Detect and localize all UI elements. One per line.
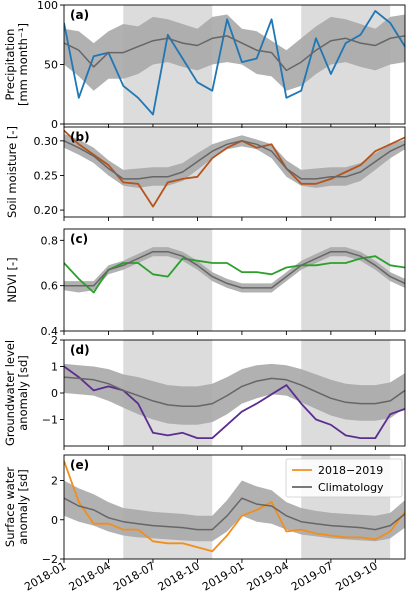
x-tick-label: 2018-04 — [67, 559, 113, 593]
panel-3: 0.4 0.6 0.8 (c) NDVI [-] — [5, 228, 406, 338]
climatology-range-band — [64, 480, 405, 542]
y-tick-label: 0.8 — [41, 234, 59, 247]
y-axis-label: Precipitation — [3, 29, 17, 101]
panel-label: (b) — [70, 130, 90, 144]
x-tick-label: 2018-10 — [156, 559, 202, 593]
climatology-line — [64, 140, 405, 180]
observed-series-line — [64, 460, 405, 553]
y-tick-label: 0.4 — [41, 325, 59, 338]
climatology-line — [64, 35, 405, 72]
y-tick-label: 2 — [51, 475, 58, 488]
climatology-line — [64, 497, 405, 531]
panel-1: 0 50 100 (a) Precipitation [mm month⁻¹] — [3, 0, 406, 131]
legend: 2018−2019 Climatology — [285, 458, 403, 498]
panel-2: 0.20 0.25 0.30 (b) Soil moisture [-] — [5, 126, 406, 221]
y-axis-label: Groundwater level — [3, 340, 17, 446]
y-tick-label: 0 — [51, 387, 58, 400]
panel-label: (d) — [70, 343, 90, 357]
x-tick-label: 2019-10 — [334, 559, 380, 593]
y-axis-label: Soil moisture [-] — [5, 126, 19, 218]
y-axis-label: NDVI [-] — [5, 257, 19, 302]
plot-area — [64, 455, 405, 559]
observed-series-line — [64, 10, 405, 116]
shaded-region — [301, 229, 391, 331]
observed-series-line — [64, 129, 405, 208]
x-tick-label: 2019-04 — [245, 559, 291, 593]
panel-label: (c) — [70, 232, 88, 246]
y-axis-label: anomaly [sd] — [16, 469, 30, 545]
panel-label: (e) — [70, 458, 89, 472]
x-tick-label: 2019-07 — [289, 559, 335, 593]
shaded-region — [123, 455, 213, 559]
panel-label: (a) — [70, 8, 89, 22]
y-tick-label: −2 — [42, 553, 58, 566]
y-tick-label: 0.25 — [34, 169, 59, 182]
x-tick-label: 2019-01 — [200, 559, 246, 593]
climatology-line — [64, 250, 405, 289]
x-tick-label: 2018-07 — [111, 559, 157, 593]
climatology-range-band — [64, 14, 405, 91]
climatology-line — [64, 376, 405, 408]
y-tick-label: 0 — [51, 118, 58, 131]
climatology-range-band — [64, 363, 405, 425]
plot-area — [64, 229, 405, 331]
y-tick-label: 0.30 — [34, 135, 59, 148]
plot-area — [64, 5, 405, 124]
panel-frame — [63, 126, 406, 218]
y-axis-label: Surface water — [3, 467, 17, 548]
plot-area — [64, 340, 405, 446]
climatology-range-band — [64, 247, 405, 293]
observed-series-line — [64, 255, 405, 294]
panel-5: −2 0 2 (e) Surface water anomaly [sd] — [3, 454, 406, 566]
y-tick-label: 0 — [51, 514, 58, 527]
legend-label-climatology: Climatology — [318, 481, 384, 494]
panel-4: −1 0 1 2 (d) Groundwater level anomaly [sd] — [3, 334, 406, 450]
legend-label-observed: 2018−2019 — [318, 464, 383, 477]
y-axis-label: anomaly [sd] — [16, 355, 30, 431]
y-tick-label: 1 — [51, 361, 58, 374]
y-axis-label: [mm month⁻¹] — [16, 23, 30, 106]
y-tick-label: 0.6 — [41, 280, 59, 293]
y-tick-label: −1 — [42, 414, 58, 427]
panel-frame — [63, 454, 406, 560]
shaded-region — [123, 229, 213, 331]
climatology-range-band — [64, 133, 405, 188]
y-tick-label: 100 — [37, 0, 58, 12]
y-tick-label: 2 — [51, 334, 58, 347]
y-tick-label: 0.20 — [34, 204, 59, 217]
y-tick-label: 50 — [44, 59, 58, 72]
legend-box — [285, 458, 403, 498]
panel-frame — [63, 228, 406, 332]
plot-area — [64, 127, 405, 217]
